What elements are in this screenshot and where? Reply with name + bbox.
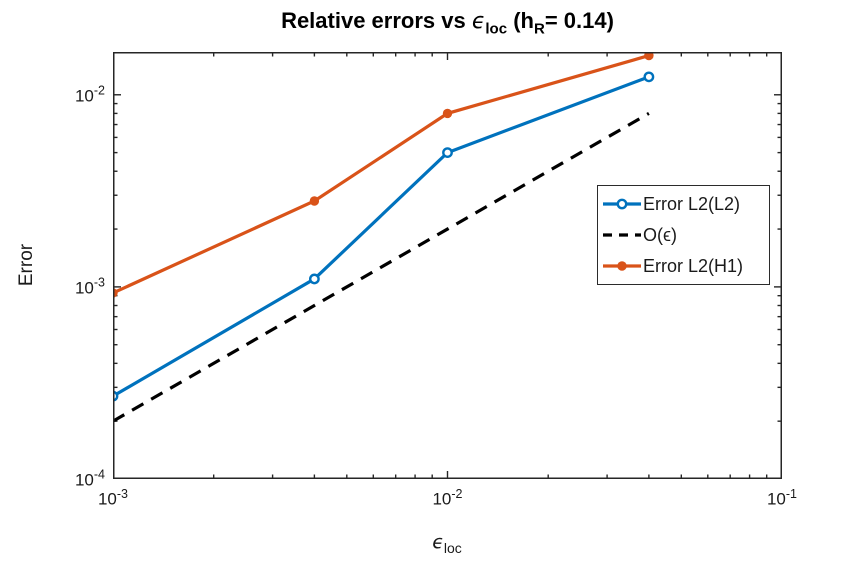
chart-title: Relative errors vs ϵloc (hR= 0.14) [113, 8, 782, 37]
legend-entry: Error L2(H1) [602, 251, 767, 281]
x-tick-label: 10-2 [432, 487, 463, 509]
data-point [442, 147, 453, 159]
y-axis-label: Error [16, 243, 37, 287]
legend-entry: O(ϵ) [602, 220, 767, 250]
title-text: (h [507, 8, 534, 33]
legend-label: Error L2(H1) [643, 255, 744, 276]
legend: Error L2(L2) O(ϵ) Error L2(H1) [597, 185, 770, 285]
data-point [308, 273, 320, 285]
plot-area [107, 50, 783, 480]
title-text: Relative errors vs [281, 8, 472, 33]
legend-label: O(ϵ) [643, 224, 677, 245]
axes-border [113, 52, 782, 479]
title-subscript-r: R [533, 20, 545, 38]
legend-entry: Error L2(L2) [602, 189, 767, 219]
x-label-subscript: loc [443, 539, 462, 556]
epsilon-symbol: ϵ [471, 9, 486, 34]
x-tick-label: 10-3 [97, 487, 129, 509]
series-line-0 [112, 75, 650, 398]
legend-swatch-line-marker [603, 261, 641, 271]
title-subscript-loc: loc [485, 20, 508, 38]
x-axis-label: ϵloc [432, 531, 462, 556]
legend-swatch-dashed-line [603, 233, 641, 237]
data-point [309, 196, 320, 206]
legend-swatch-line-marker [603, 198, 641, 210]
epsilon-symbol: ϵ [432, 531, 444, 553]
data-point [442, 108, 453, 119]
y-tick-label: 10-2 [74, 83, 105, 106]
series-line-2 [112, 54, 650, 295]
title-text: = 0.14) [544, 8, 614, 33]
x-tick-label: 10-1 [766, 487, 798, 509]
legend-label: Error L2(L2) [643, 193, 741, 214]
plot-canvas [107, 50, 783, 480]
y-tick-label: 10-4 [74, 467, 105, 490]
data-point [643, 71, 655, 83]
y-tick-label: 10-3 [74, 275, 105, 298]
series-line-1 [112, 112, 650, 423]
